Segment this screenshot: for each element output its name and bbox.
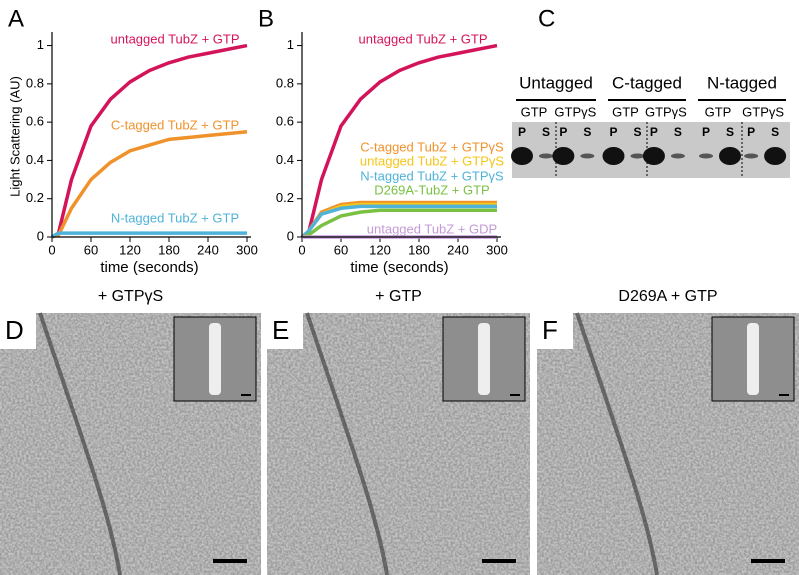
condition-label: GTPγS bbox=[554, 104, 596, 119]
series-label: D269A-TubZ + GTP bbox=[374, 182, 489, 197]
series-line bbox=[51, 43, 248, 239]
y-tick-label: 0.2 bbox=[26, 190, 44, 205]
lane-label: P bbox=[747, 125, 755, 139]
y-tick-label: 0.8 bbox=[276, 75, 294, 90]
filament bbox=[575, 312, 659, 575]
x-tick-label: 60 bbox=[334, 242, 348, 257]
y-axis-label: Light Scattering (AU) bbox=[7, 76, 22, 197]
series-label: untagged TubZ + GTP bbox=[111, 31, 240, 46]
series-line bbox=[51, 129, 248, 239]
gel-band bbox=[630, 153, 645, 159]
gel-band bbox=[552, 147, 575, 165]
x-axis-label: time (seconds) bbox=[100, 259, 198, 276]
lane-label: P bbox=[650, 125, 658, 139]
series-line bbox=[51, 231, 247, 239]
y-tick-label: 1 bbox=[287, 37, 294, 52]
lane-label: P bbox=[609, 125, 617, 139]
letter-box bbox=[267, 313, 303, 349]
lane-label: S bbox=[583, 125, 591, 139]
y-tick-label: 0 bbox=[37, 228, 44, 243]
axes bbox=[301, 32, 501, 238]
y-tick-label: 0.6 bbox=[276, 114, 294, 129]
condition-label: GTPγS bbox=[742, 104, 784, 119]
x-tick-label: 180 bbox=[408, 242, 430, 257]
x-tick-label: 60 bbox=[84, 242, 98, 257]
group-label: Untagged bbox=[519, 73, 593, 92]
y-tick-label: 0 bbox=[287, 228, 294, 243]
lane-label: P bbox=[702, 125, 710, 139]
panel-letter: E bbox=[272, 315, 289, 345]
x-tick-label: 240 bbox=[197, 242, 219, 257]
panel-letter: B bbox=[258, 5, 274, 32]
series-label: untagged TubZ + GDP bbox=[367, 221, 497, 236]
condition-label: GTPγS bbox=[645, 104, 687, 119]
lane-label: S bbox=[771, 125, 779, 139]
series-line bbox=[301, 43, 498, 239]
panel-letter: F bbox=[542, 315, 558, 345]
lane-label: P bbox=[559, 125, 567, 139]
x-tick-label: 0 bbox=[48, 242, 55, 257]
series-label: N-tagged TubZ + GTPγS bbox=[360, 168, 504, 183]
micrograph-label: D269A + GTP bbox=[618, 288, 717, 305]
x-axis-label: time (seconds) bbox=[350, 259, 448, 276]
gel-band bbox=[764, 147, 787, 165]
group-label: N-tagged bbox=[707, 73, 777, 92]
y-tick-label: 1 bbox=[37, 37, 44, 52]
series-line bbox=[300, 204, 497, 239]
series-label: untagged TubZ + GTPγS bbox=[360, 153, 504, 168]
gel-band bbox=[539, 153, 553, 159]
y-tick-label: 0.8 bbox=[26, 75, 44, 90]
gel-band bbox=[511, 147, 533, 165]
y-tick-label: 0.4 bbox=[26, 152, 44, 167]
y-tick-label: 0.2 bbox=[276, 190, 294, 205]
gel-band bbox=[719, 147, 741, 165]
condition-label: GTP bbox=[521, 104, 548, 119]
lane-label: S bbox=[726, 125, 734, 139]
filament bbox=[305, 312, 389, 575]
inset-filament bbox=[747, 323, 759, 395]
x-tick-label: 300 bbox=[236, 242, 258, 257]
gel-band bbox=[699, 153, 713, 159]
gel-band bbox=[670, 153, 685, 159]
series-label: C-tagged TubZ + GTPγS bbox=[360, 139, 504, 154]
y-tick-label: 0.6 bbox=[26, 114, 44, 129]
panel-letter: A bbox=[8, 5, 24, 32]
lane-label: S bbox=[542, 125, 550, 139]
letter-box bbox=[537, 313, 573, 349]
gel-band bbox=[580, 153, 595, 159]
gel-band bbox=[642, 147, 665, 165]
series-label: C-tagged TubZ + GTP bbox=[111, 117, 239, 132]
axes bbox=[51, 32, 251, 238]
micrograph-label: + GTPγS bbox=[98, 288, 163, 305]
x-tick-label: 180 bbox=[158, 242, 180, 257]
group-label: C-tagged bbox=[612, 73, 682, 92]
y-tick-label: 0.4 bbox=[276, 152, 294, 167]
lane-label: S bbox=[633, 125, 641, 139]
x-tick-label: 120 bbox=[119, 242, 141, 257]
series-label: N-tagged TubZ + GTP bbox=[111, 210, 239, 225]
x-tick-label: 120 bbox=[369, 242, 391, 257]
micrograph-label: + GTP bbox=[375, 288, 422, 305]
inset-filament bbox=[209, 323, 221, 395]
series-label: untagged TubZ + GTP bbox=[359, 31, 488, 46]
x-tick-label: 0 bbox=[298, 242, 305, 257]
lane-label: S bbox=[674, 125, 682, 139]
letter-box bbox=[0, 313, 36, 349]
series-line bbox=[301, 208, 497, 239]
gel-band bbox=[602, 147, 625, 165]
x-tick-label: 300 bbox=[486, 242, 508, 257]
condition-label: GTP bbox=[705, 104, 732, 119]
condition-label: GTP bbox=[612, 104, 639, 119]
inset-filament bbox=[478, 323, 490, 395]
panel-letter: D bbox=[5, 315, 24, 345]
lane-label: P bbox=[518, 125, 526, 139]
filament bbox=[38, 312, 122, 575]
x-tick-label: 240 bbox=[447, 242, 469, 257]
panel-letter: C bbox=[538, 5, 555, 32]
gel-band bbox=[744, 153, 759, 159]
